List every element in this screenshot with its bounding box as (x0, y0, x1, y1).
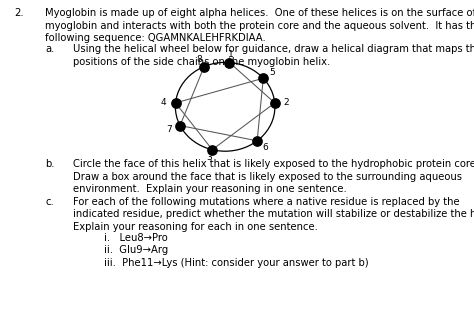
Text: iii.  Phe11→Lys (Hint: consider your answer to part b): iii. Phe11→Lys (Hint: consider your answ… (104, 258, 369, 268)
Text: c.: c. (45, 197, 54, 207)
Text: 1: 1 (228, 50, 233, 59)
Text: 7: 7 (166, 125, 172, 134)
Point (172, 100, 179, 106)
Text: positions of the side chains on the myoglobin helix.: positions of the side chains on the myog… (73, 57, 331, 67)
Text: indicated residue, predict whether the mutation will stabilize or destabilize th: indicated residue, predict whether the m… (73, 209, 474, 219)
Point (209, 147, 216, 152)
Text: 6: 6 (262, 142, 268, 152)
Text: myoglobin and interacts with both the protein core and the aqueous solvent.  It : myoglobin and interacts with both the pr… (45, 21, 474, 31)
Text: b.: b. (45, 159, 55, 169)
Text: following sequence: QGAMNKALEHFRKDIAA.: following sequence: QGAMNKALEHFRKDIAA. (45, 33, 266, 43)
Text: 2.: 2. (14, 8, 24, 18)
Text: 2: 2 (284, 98, 289, 107)
Text: Circle the face of this helix that is likely exposed to the hydrophobic protein : Circle the face of this helix that is li… (73, 159, 474, 169)
Point (226, 60, 233, 65)
Text: Explain your reasoning for each in one sentence.: Explain your reasoning for each in one s… (73, 222, 319, 232)
Point (253, 138, 261, 143)
Text: For each of the following mutations where a native residue is replaced by the: For each of the following mutations wher… (73, 197, 460, 207)
Point (201, 64, 208, 69)
Text: Myoglobin is made up of eight alpha helices.  One of these helices is on the sur: Myoglobin is made up of eight alpha heli… (45, 8, 474, 18)
Point (271, 100, 279, 106)
Point (176, 123, 184, 128)
Text: Draw a box around the face that is likely exposed to the surrounding aqueous: Draw a box around the face that is likel… (73, 172, 463, 182)
Text: 5: 5 (270, 68, 275, 77)
Text: 8: 8 (196, 55, 202, 63)
Text: i.   Leu8→Pro: i. Leu8→Pro (104, 233, 168, 243)
Text: ii.  Glu9→Arg: ii. Glu9→Arg (104, 245, 169, 255)
Text: Using the helical wheel below for guidance, draw a helical diagram that maps the: Using the helical wheel below for guidan… (73, 44, 474, 55)
Text: 3: 3 (206, 153, 212, 162)
Text: 4: 4 (161, 98, 166, 107)
Point (259, 76, 267, 81)
Text: a.: a. (45, 44, 55, 55)
Text: environment.  Explain your reasoning in one sentence.: environment. Explain your reasoning in o… (73, 184, 347, 194)
